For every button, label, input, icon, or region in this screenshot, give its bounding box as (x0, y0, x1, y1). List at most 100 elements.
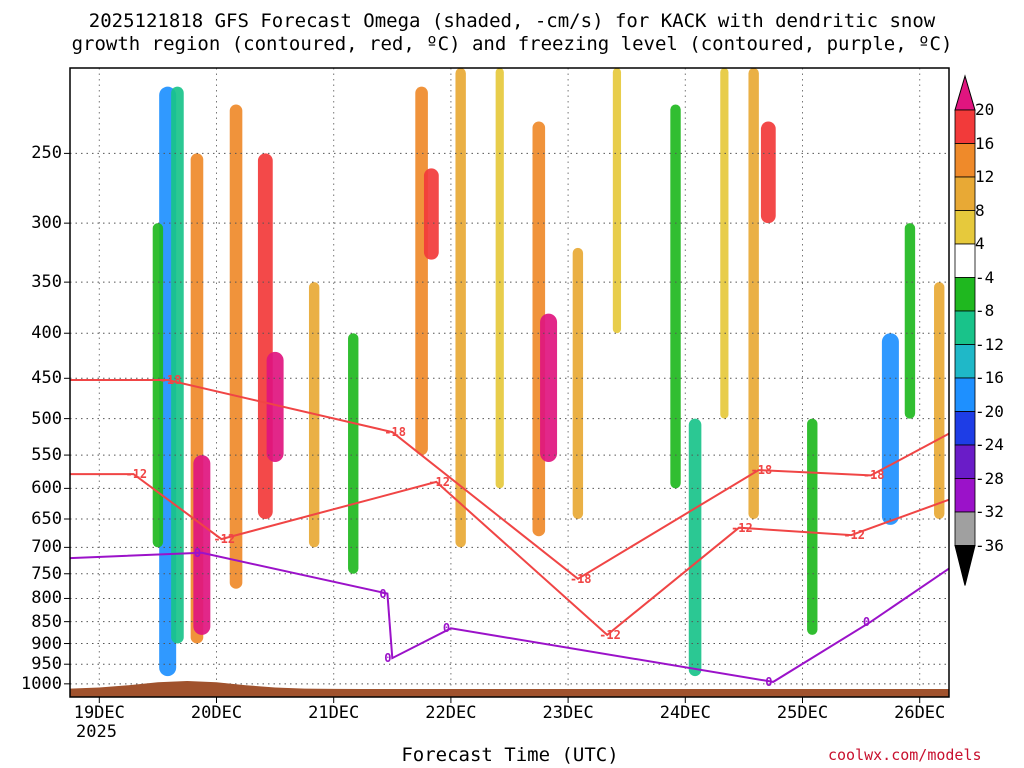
omega-cell (388, 121, 397, 548)
omega-cell (229, 104, 243, 589)
dgz-minus18-label: -18 (384, 425, 406, 440)
plot-frame (69, 67, 950, 698)
colorbar-label: -36 (975, 535, 1004, 555)
freezing-level-line (70, 551, 949, 683)
colorbar-segment (954, 511, 976, 546)
colorbar-label: -16 (975, 368, 1004, 387)
dgz-minus12-label: -12 (125, 467, 148, 482)
omega-cell (904, 223, 916, 419)
colorbar-segment (954, 377, 976, 412)
dgz-minus18-label: -18 (750, 463, 773, 478)
colorbar-segment (954, 344, 976, 379)
omega-cell (152, 223, 164, 548)
colorbar-label: -24 (975, 435, 1004, 454)
tick-marks (64, 152, 921, 703)
x-tick-label: 22DEC (425, 703, 477, 723)
dgz-minus12-label: -12 (599, 627, 621, 642)
year-label: 2025 (76, 722, 117, 742)
colorbar-label: -8 (975, 301, 995, 320)
omega-cell (495, 68, 504, 489)
chart-title-line1: 2025121818 GFS Forecast Omega (shaded, -… (88, 10, 936, 32)
omega-cell (193, 455, 211, 635)
omega-cell (748, 68, 759, 520)
dgz-minus12-label: -12 (731, 520, 753, 535)
dgz-minus12-label: -12 (428, 474, 450, 489)
freezing-level-label: 0 (442, 621, 451, 636)
y-tick-label: 700 (31, 537, 62, 558)
omega-cell (348, 333, 359, 574)
y-tick-label: 250 (31, 143, 62, 164)
freezing-level-label: 0 (379, 586, 387, 601)
dgz-minus12-label: -12 (843, 528, 866, 543)
dgz-contour-line (70, 379, 949, 581)
omega-cell (670, 104, 681, 489)
y-tick-label: 300 (31, 213, 62, 234)
omega-cell (688, 418, 702, 677)
colorbar-label: -32 (975, 502, 1004, 521)
colorbar-label: 12 (975, 167, 995, 186)
colorbar-segment (954, 243, 976, 278)
x-tick-label: 24DEC (659, 703, 711, 723)
colorbar-segment (954, 411, 976, 446)
omega-cell (455, 68, 466, 548)
y-tick-label: 950 (31, 654, 62, 675)
omega-cell (807, 418, 818, 635)
freezing-level-contours (70, 551, 949, 683)
omega-cell (572, 247, 584, 520)
colorbar-label: -28 (975, 468, 1004, 488)
colorbar-segment (954, 109, 976, 144)
colorbar-label: 8 (975, 200, 985, 220)
x-tick-label: 21DEC (308, 703, 360, 723)
y-tick-label: 500 (31, 408, 62, 429)
freezing-level-label: 0 (765, 674, 773, 689)
y-tick-label: 750 (31, 563, 62, 584)
y-tick-label: 350 (31, 272, 62, 293)
colorbar-segment (954, 143, 976, 178)
freezing-level-label: 0 (862, 614, 871, 629)
x-tick-label: 26DEC (894, 703, 946, 723)
colorbar-segment (954, 444, 976, 479)
colorbar-label: -20 (975, 401, 1004, 421)
terrain (70, 681, 949, 697)
y-tick-label: 850 (31, 611, 62, 632)
x-axis-title: Forecast Time (UTC) (401, 744, 619, 766)
x-tick-label: 20DEC (190, 703, 243, 723)
omega-shading (152, 68, 945, 677)
colorbar-bottom-arrow (954, 545, 976, 586)
x-tick-label: 19DEC (73, 703, 125, 723)
omega-cell (837, 104, 846, 419)
y-tick-label: 600 (31, 478, 62, 499)
omega-cell (881, 333, 899, 525)
y-tick-label: 900 (31, 633, 62, 654)
y-tick-label: 650 (31, 509, 62, 529)
colorbar (954, 74, 976, 586)
colorbar-label: -4 (975, 267, 995, 287)
colorbar-label: 20 (975, 100, 995, 119)
terrain-fill (70, 681, 949, 697)
y-tick-label: 800 (31, 588, 62, 609)
omega-cell (612, 68, 622, 334)
dgz-contour-line (70, 473, 949, 637)
chart-title-line2: growth region (contoured, red, ºC) and f… (71, 33, 953, 55)
colorbar-segment (954, 176, 976, 211)
dgz-minus12-label: -12 (213, 532, 236, 547)
dgz-minus18-label: -18 (159, 372, 182, 387)
omega-cell (266, 351, 284, 462)
omega-cell (415, 86, 428, 456)
omega-cell (540, 313, 558, 462)
omega-cell (760, 121, 776, 224)
y-tick-label: 1000 (21, 673, 62, 694)
colorbar-segment (954, 310, 976, 345)
omega-cell (171, 86, 184, 644)
colorbar-label: -12 (975, 334, 1004, 354)
credit-link[interactable]: coolwx.com/models (828, 746, 982, 764)
omega-cell (423, 168, 439, 260)
colorbar-label: 4 (975, 234, 985, 253)
x-tick-label: 23DEC (542, 703, 594, 723)
freezing-level-label: 0 (193, 545, 202, 560)
y-tick-label: 450 (31, 368, 62, 389)
y-tick-label: 400 (31, 323, 62, 344)
colorbar-segment (954, 210, 976, 245)
dgz-contours (70, 379, 949, 637)
